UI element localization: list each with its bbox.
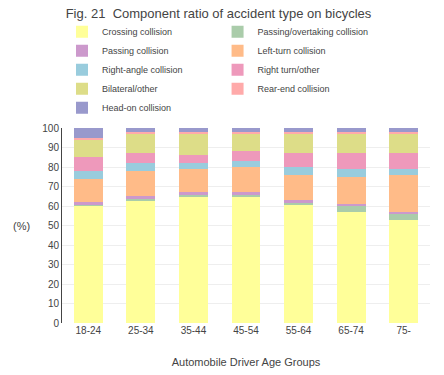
- svg-text:Crossing collision: Crossing collision: [102, 27, 172, 37]
- svg-text:45-54: 45-54: [233, 325, 259, 336]
- svg-text:90: 90: [48, 142, 60, 153]
- svg-text:50: 50: [48, 220, 60, 231]
- svg-text:10: 10: [48, 298, 60, 309]
- svg-text:0: 0: [53, 318, 59, 329]
- svg-text:Fig. 21 Component ratio of ac: Fig. 21 Component ratio of accident type…: [66, 6, 372, 21]
- svg-text:70: 70: [48, 181, 60, 192]
- svg-text:Rear-end collision: Rear-end collision: [258, 84, 330, 94]
- svg-text:100: 100: [42, 123, 59, 134]
- svg-text:40: 40: [48, 240, 60, 251]
- svg-text:Right turn/other: Right turn/other: [258, 65, 320, 75]
- svg-text:Passing/overtaking collision: Passing/overtaking collision: [258, 27, 369, 37]
- svg-text:60: 60: [48, 201, 60, 212]
- svg-text:65-74: 65-74: [338, 325, 364, 336]
- svg-text:35-44: 35-44: [181, 325, 207, 336]
- svg-text:30: 30: [48, 259, 60, 270]
- svg-text:Automobile Driver Age Groups: Automobile Driver Age Groups: [172, 356, 321, 368]
- svg-text:55-64: 55-64: [286, 325, 312, 336]
- svg-text:75-: 75-: [396, 325, 410, 336]
- svg-text:18-24: 18-24: [76, 325, 102, 336]
- svg-text:Bilateral/other: Bilateral/other: [102, 84, 158, 94]
- svg-text:Head-on collision: Head-on collision: [102, 103, 171, 113]
- svg-text:80: 80: [48, 162, 60, 173]
- svg-text:25-34: 25-34: [128, 325, 154, 336]
- svg-text:Left-turn collision: Left-turn collision: [258, 46, 326, 56]
- svg-text:Passing collision: Passing collision: [102, 46, 169, 56]
- svg-text:Right-angle collision: Right-angle collision: [102, 65, 183, 75]
- svg-text:20: 20: [48, 279, 60, 290]
- svg-text:(%): (%): [13, 220, 30, 232]
